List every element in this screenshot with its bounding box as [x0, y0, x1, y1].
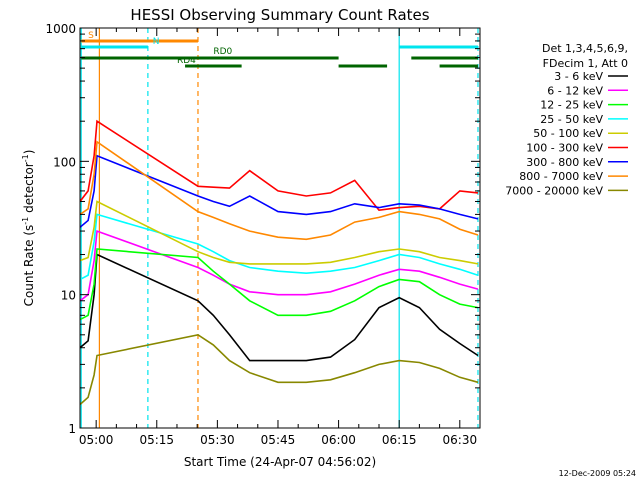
flag-label-s: S [88, 31, 94, 41]
y-label-sup1: -1 [21, 217, 30, 225]
flag-label-rd4: RD4 [177, 56, 196, 66]
y-tick-label: 100 [53, 155, 76, 169]
legend-entry-label: 300 - 800 keV [526, 156, 603, 169]
x-tick-label: 06:00 [321, 433, 356, 447]
x-tick-label: 05:00 [79, 433, 114, 447]
flag-bars: S N RD0 RD4 [81, 31, 478, 68]
legend-header-line: FDecim 1, Att 0 [543, 57, 628, 70]
y-label-sup2: -1 [21, 154, 30, 162]
y-axis: 1 10 100 1000 [45, 22, 480, 436]
x-tick-label: 06:15 [382, 433, 417, 447]
series-lines [80, 119, 479, 406]
x-tick-label: 06:30 [443, 433, 478, 447]
y-label-end: ) [22, 150, 36, 155]
x-tick-label: 05:15 [139, 433, 174, 447]
plot-frame [79, 27, 481, 429]
legend: Det 1,3,4,5,6,9, FDecim 1, Att 03 - 6 keV… [505, 42, 628, 197]
series-line-5 [80, 119, 479, 212]
y-tick-label: 10 [61, 289, 76, 303]
legend-entry-label: 7000 - 20000 keV [505, 184, 603, 197]
series-line-1 [80, 229, 479, 302]
flag-label-rd0: RD0 [213, 47, 232, 57]
legend-header-line: Det 1,3,4,5,6,9, [542, 42, 628, 55]
y-label-main: Count Rate (s [22, 225, 36, 307]
x-tick-label: 05:30 [200, 433, 235, 447]
x-axis: 05:00 05:15 05:30 05:45 06:00 06:15 06:30 [79, 28, 481, 447]
legend-entry-label: 12 - 25 keV [540, 99, 603, 112]
series-line-4 [80, 200, 479, 265]
y-tick-label: 1 [68, 422, 76, 436]
series-line-8 [80, 333, 479, 406]
mode-change-lines [80, 28, 479, 428]
chart-title: HESSI Observing Summary Count Rates [130, 6, 429, 24]
series-line-7 [80, 140, 479, 241]
y-axis-label: Count Rate (s-1 detector-1) [21, 150, 36, 307]
legend-entry-label: 100 - 300 keV [526, 142, 603, 155]
flag-label-n: N [153, 37, 160, 47]
legend-entry-label: 6 - 12 keV [547, 84, 603, 97]
series-line-6 [80, 154, 479, 228]
x-axis-label: Start Time (24-Apr-07 04:56:02) [184, 455, 376, 469]
legend-entry-label: 50 - 100 keV [533, 127, 603, 140]
x-tick-label: 05:45 [261, 433, 296, 447]
y-label-mid: detector [22, 162, 36, 217]
footer-date: 12-Dec-2009 05:24 [559, 469, 636, 478]
legend-entry-label: 25 - 50 keV [540, 113, 603, 126]
series-line-2 [80, 248, 479, 321]
legend-entry-label: 800 - 7000 keV [519, 170, 603, 183]
legend-entry-label: 3 - 6 keV [554, 70, 603, 83]
series-line-3 [80, 213, 479, 281]
y-tick-label: 1000 [45, 22, 76, 36]
